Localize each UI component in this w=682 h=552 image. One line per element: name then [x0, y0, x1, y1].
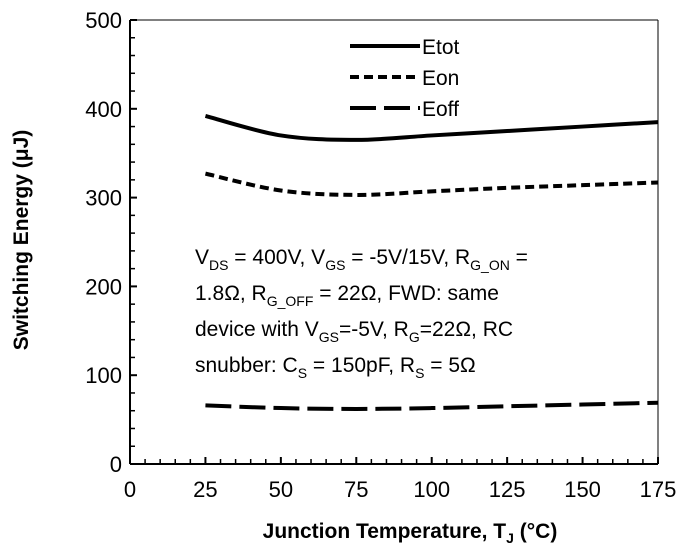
x-tick-label: 25 [193, 477, 217, 502]
x-axis-ticks: 0 25 50 75 100 125 150 175 [124, 457, 676, 502]
series-layer [204, 113, 659, 411]
x-tick-label: 125 [489, 477, 526, 502]
x-tick-label: 100 [413, 477, 450, 502]
legend: Etot Eon Eoff [350, 36, 460, 121]
y-tick-label: 100 [85, 363, 122, 388]
x-tick-label: 175 [640, 477, 677, 502]
x-tick-label: 50 [269, 477, 293, 502]
x-tick-label: 75 [344, 477, 368, 502]
y-tick-label: 200 [85, 274, 122, 299]
y-axis-ticks: 0 100 200 300 400 500 [85, 8, 137, 477]
y-tick-label: 300 [85, 186, 122, 211]
plot-frame [129, 19, 659, 465]
y-tick-label: 0 [110, 452, 122, 477]
legend-label-eoff: Eoff [422, 98, 459, 121]
y-tick-label: 400 [85, 97, 122, 122]
y-tick-label: 500 [85, 8, 122, 33]
y-axis-title: Switching Energy (μJ) [10, 130, 33, 351]
series-etot-line [204, 113, 659, 142]
legend-label-eon: Eon [422, 67, 459, 90]
x-tick-label: 150 [564, 477, 601, 502]
legend-label-etot: Etot [422, 36, 460, 59]
test-conditions-annotation: VDS = 400V, VGS = -5V/15V, RG_ON = 1.8Ω, … [195, 246, 528, 381]
series-eoff-line [205, 400, 659, 411]
x-tick-label: 0 [124, 477, 136, 502]
x-axis-title: Junction Temperature, TJ (°C) [263, 520, 558, 546]
series-eon-line [204, 171, 659, 197]
